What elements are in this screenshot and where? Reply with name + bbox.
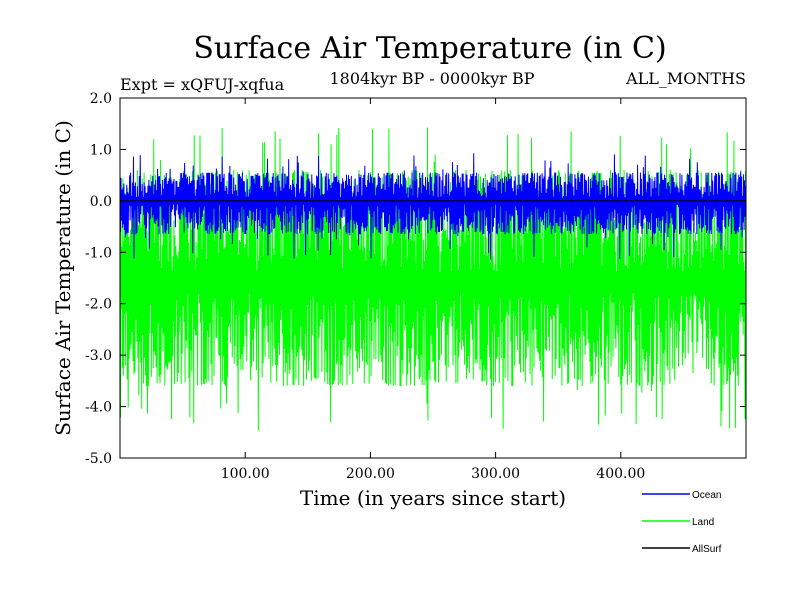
y-tick-label: -4.0 — [85, 400, 112, 416]
y-tick-label: -1.0 — [85, 245, 112, 261]
period-label: 1804kyr BP - 0000kyr BP — [330, 69, 535, 88]
x-axis-label: Time (in years since start) — [300, 486, 566, 510]
y-tick-label: -5.0 — [85, 451, 112, 467]
y-tick-label: 0.0 — [90, 194, 112, 210]
legend-label-land: Land — [692, 517, 714, 528]
series-layer — [119, 127, 747, 431]
experiment-label: Expt = xQFUJ-xqfua — [120, 75, 285, 94]
plot-frame — [119, 97, 747, 459]
y-axis-ticks: 2.0 1.0 0.0 -1.0 -2.0 -3.0 -4.0 -5.0 — [85, 91, 746, 467]
x-tick-label: 300.00 — [471, 466, 520, 482]
legend-label-allsurf: AllSurf — [692, 544, 722, 555]
x-axis-ticks: 100.00 200.00 300.00 400.00 — [221, 98, 645, 482]
legend: Ocean Land AllSurf — [642, 490, 722, 555]
y-tick-label: 2.0 — [90, 91, 112, 107]
series-line-land — [119, 127, 747, 431]
y-axis-label: Surface Air Temperature (in C) — [51, 120, 75, 436]
y-tick-label: 1.0 — [90, 142, 112, 158]
x-tick-label: 200.00 — [346, 466, 395, 482]
x-tick-label: 400.00 — [596, 466, 645, 482]
months-label: ALL_MONTHS — [625, 69, 746, 88]
x-tick-label: 100.00 — [221, 466, 270, 482]
y-tick-label: -2.0 — [85, 297, 112, 313]
y-tick-label: -3.0 — [85, 348, 112, 364]
legend-label-ocean: Ocean — [692, 490, 721, 501]
chart-title: Surface Air Temperature (in C) — [193, 31, 666, 66]
